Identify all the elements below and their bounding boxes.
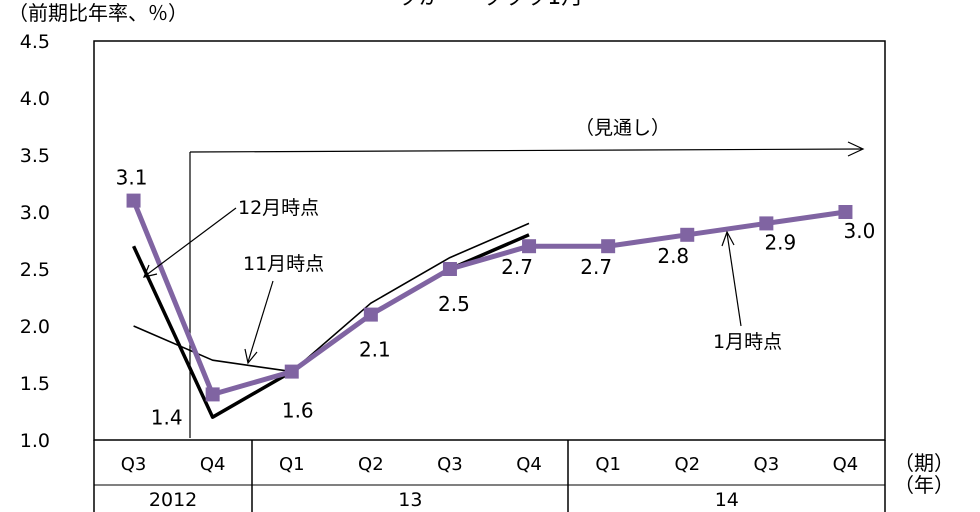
series-label-jan: 1月時点 — [713, 331, 782, 353]
y-tick-label: 3.5 — [20, 145, 50, 167]
data-label: 2.7 — [580, 255, 612, 279]
data-point-marker — [522, 239, 537, 254]
x-tick-label: Q2 — [358, 454, 384, 475]
x-year-label: 14 — [715, 489, 739, 511]
data-point-marker — [680, 227, 695, 242]
plot-area — [93, 40, 886, 441]
y-tick-label: 1.0 — [20, 430, 50, 452]
callout-jan-arrowhead — [721, 230, 735, 247]
x-tick-label: Q3 — [754, 454, 780, 475]
x-tick-label: Q1 — [595, 454, 621, 475]
data-label: 1.6 — [282, 399, 314, 423]
data-label: 1.4 — [151, 405, 183, 429]
y-unit-label: （前期比年率、％） — [8, 1, 188, 25]
x-axis-quarter-labels: Q3 Q4 Q1 Q2 Q3 Q4 Q1 Q2 Q3 Q4 — [121, 454, 859, 475]
data-point-marker — [284, 364, 299, 379]
series-label-nov: 11月時点 — [243, 253, 324, 275]
data-label: 3.1 — [116, 166, 148, 190]
data-label: 2.5 — [438, 292, 470, 316]
data-label: 2.7 — [501, 255, 533, 279]
data-label: 2.9 — [764, 230, 796, 254]
x-tick-label: Q4 — [833, 454, 859, 475]
category-axis-table — [93, 440, 886, 512]
x-unit-label-year: （年） — [894, 473, 954, 497]
data-label: 2.8 — [657, 244, 689, 268]
callout-jan — [726, 232, 742, 327]
callout-dec — [144, 207, 237, 277]
x-unit-label-period: （期） — [894, 451, 954, 475]
y-tick-label: 2.5 — [20, 259, 50, 281]
data-point-marker — [601, 239, 616, 254]
forecast-arrowhead — [847, 141, 865, 157]
data-point-marker — [363, 307, 378, 322]
data-point-marker — [759, 216, 774, 231]
x-tick-label: Q1 — [279, 454, 305, 475]
marker-layer — [126, 193, 853, 402]
x-tick-label: Q3 — [121, 454, 147, 475]
forecast-label: （見通し） — [575, 117, 670, 139]
x-year-label: 13 — [398, 489, 422, 511]
chart-title: ッがー−ッッッ1月 — [397, 0, 583, 10]
data-label: 2.1 — [359, 338, 391, 362]
x-axis-year-labels: 2012 13 14 — [149, 489, 739, 511]
x-tick-label: Q4 — [516, 454, 542, 475]
series-layer — [131, 199, 846, 419]
series-line-0 — [131, 199, 846, 397]
data-point-marker — [838, 205, 853, 219]
data-label-layer: 3.1 1.4 1.6 2.1 2.5 2.7 2.7 2.8 2.9 3.0 — [116, 166, 876, 430]
data-label: 3.0 — [844, 219, 876, 243]
x-tick-label: Q3 — [437, 454, 463, 475]
forecast-arrow — [189, 148, 863, 153]
callout-nov — [247, 280, 274, 363]
data-point-marker — [442, 262, 457, 276]
y-tick-label: 2.0 — [20, 316, 50, 338]
data-point-marker — [126, 193, 141, 208]
callout-nov-arrowhead — [244, 348, 258, 365]
y-tick-label: 1.5 — [20, 373, 50, 395]
y-axis-tick-labels: 1.0 1.5 2.0 2.5 3.0 3.5 4.0 4.5 — [20, 31, 50, 452]
x-tick-label: Q2 — [674, 454, 700, 475]
y-tick-label: 3.0 — [20, 202, 50, 224]
data-point-marker — [205, 387, 220, 402]
series-line-2 — [133, 222, 530, 373]
x-tick-label: Q4 — [200, 454, 226, 475]
x-year-label: 2012 — [149, 489, 197, 511]
callout-dec-arrowhead — [142, 264, 158, 278]
y-tick-label: 4.5 — [20, 31, 50, 53]
series-label-dec: 12月時点 — [238, 197, 319, 219]
y-tick-label: 4.0 — [20, 88, 50, 110]
